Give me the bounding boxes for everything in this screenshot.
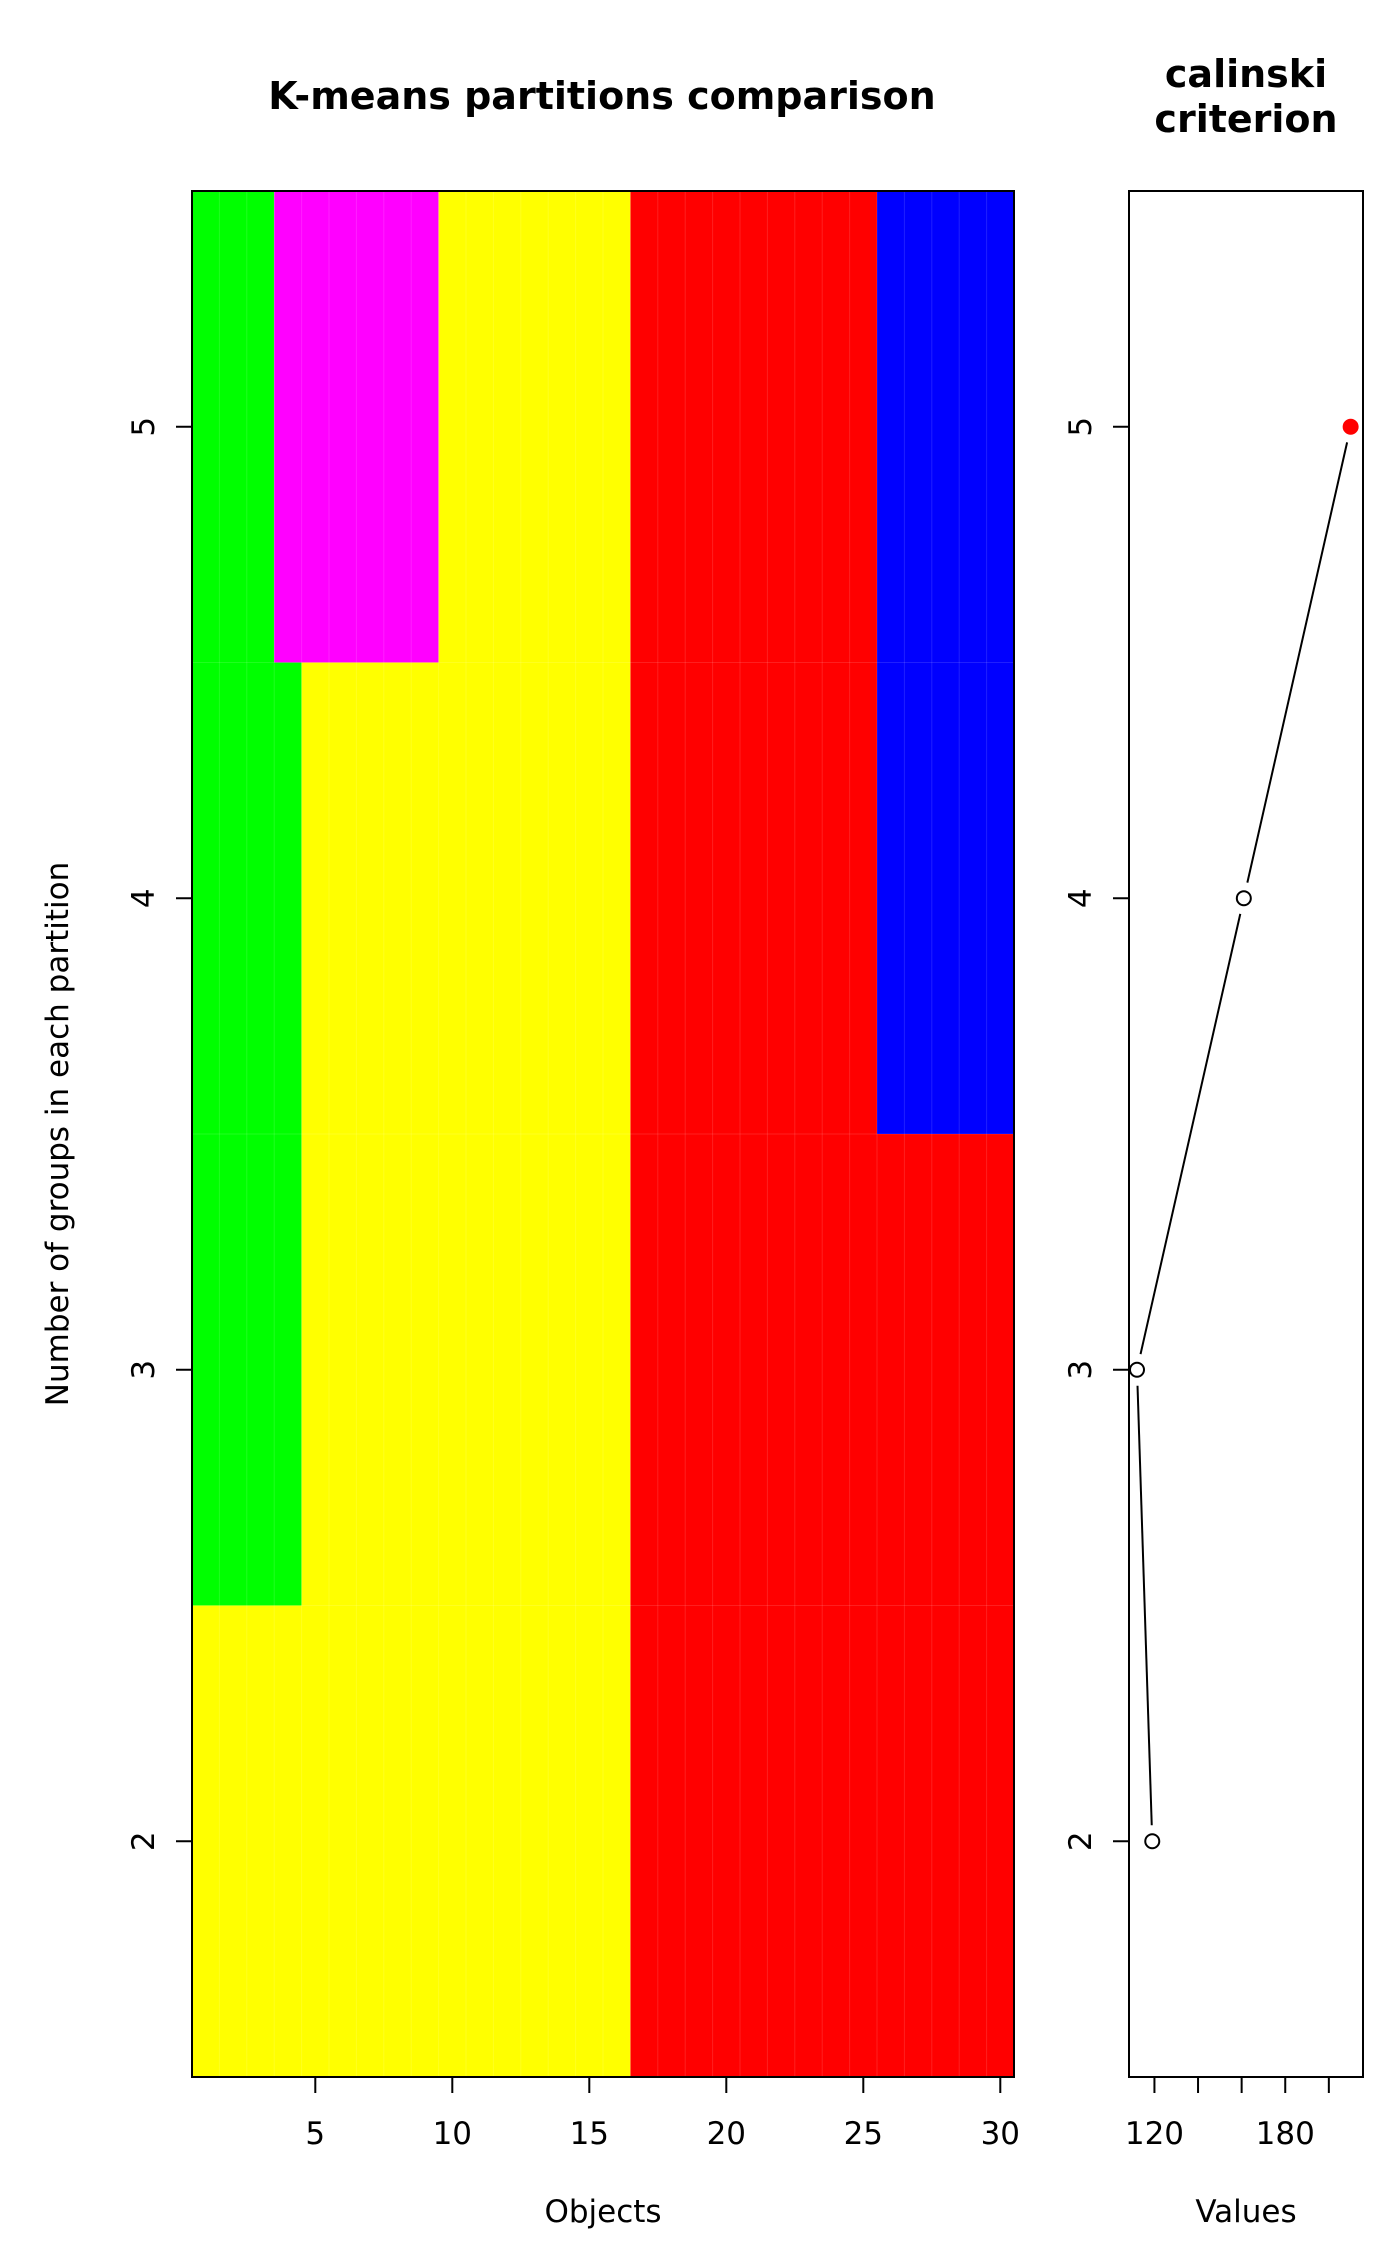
heatmap-row-separators (192, 191, 1014, 2077)
heatmap-cell-k3-obj5-16 (301, 1134, 631, 1606)
heatmap-x-tick-label-30: 30 (981, 2116, 1020, 2152)
heatmap-y-tick-label-2: 2 (126, 1831, 162, 1851)
heatmap-x-tick-label-5: 5 (305, 2116, 325, 2152)
heatmap-cell-k4-obj1-4 (192, 662, 302, 1134)
criterion-title-line-1: calinski (1165, 52, 1327, 96)
heatmap-x-label: Objects (544, 2194, 661, 2230)
heatmap-title: K-means partitions comparison (268, 74, 935, 118)
criterion-point-k5 (1342, 418, 1359, 435)
heatmap-x-tick-label-25: 25 (844, 2116, 883, 2152)
heatmap-cells (192, 191, 1014, 2077)
criterion-x-label: Values (1195, 2194, 1296, 2230)
criterion-point-k4 (1235, 890, 1252, 907)
criterion-title-line-2: criterion (1154, 97, 1337, 141)
heatmap-cell-k3-obj1-4 (192, 1134, 302, 1606)
heatmap-cell-k3-obj17-30 (630, 1134, 1014, 1606)
heatmap-cell-k4-obj5-16 (301, 662, 631, 1134)
heatmap-cell-k5-obj10-16 (438, 191, 631, 663)
heatmap-cell-k5-obj4-9 (274, 191, 439, 663)
criterion-segment-2-3 (1136, 1385, 1153, 1826)
criterion-x-tick-label-180: 180 (1256, 2116, 1315, 2152)
criterion-panel: calinski criterion 120 180 2 3 4 5 Values (1063, 52, 1364, 2230)
heatmap-x-tick-label-20: 20 (707, 2116, 746, 2152)
criterion-segment-4-5 (1246, 442, 1349, 883)
criterion-point-k3 (1129, 1361, 1145, 1378)
heatmap-y-tick-label-5: 5 (126, 417, 162, 437)
criterion-segment-3-4 (1139, 913, 1242, 1355)
criterion-point-k2 (1144, 1833, 1161, 1850)
criterion-series (1129, 418, 1359, 1850)
heatmap-cell-k5-obj17-25 (630, 191, 877, 663)
heatmap-x-tick-label-10: 10 (433, 2116, 472, 2152)
heatmap-x-tick-label-15: 15 (570, 2116, 609, 2152)
heatmap-y-tick-label-4: 4 (126, 888, 162, 908)
heatmap-cell-k5-obj26-30 (877, 191, 1014, 663)
criterion-y-tick-label-2: 2 (1063, 1831, 1099, 1851)
heatmap-cell-k5-obj1-3 (192, 191, 275, 663)
criterion-y-tick-label-3: 3 (1063, 1360, 1099, 1380)
criterion-x-tick-label-120: 120 (1125, 2116, 1184, 2152)
criterion-frame (1128, 190, 1364, 2078)
heatmap-x-axis: 5 10 15 20 25 30 (305, 2077, 1020, 2152)
heatmap-y-axis: 2 3 4 5 (126, 417, 192, 1851)
heatmap-panel: K-means partitions comparison 5 10 15 20 25 3… (40, 74, 1020, 2230)
heatmap-cell-k4-obj17-25 (630, 662, 877, 1134)
heatmap-y-tick-label-3: 3 (126, 1360, 162, 1380)
criterion-y-tick-label-5: 5 (1063, 417, 1099, 437)
heatmap-cell-k2-obj17-30 (630, 1605, 1014, 2077)
criterion-x-axis: 120 180 (1125, 2077, 1330, 2152)
heatmap-cell-k2-obj1-16 (192, 1605, 631, 2077)
heatmap-y-label: Number of groups in each partition (40, 862, 76, 1406)
heatmap-cell-k4-obj26-30 (877, 662, 1014, 1134)
criterion-y-tick-label-4: 4 (1063, 888, 1099, 908)
criterion-y-axis: 2 3 4 5 (1063, 417, 1129, 1851)
heatmap-frame (191, 190, 1015, 2078)
